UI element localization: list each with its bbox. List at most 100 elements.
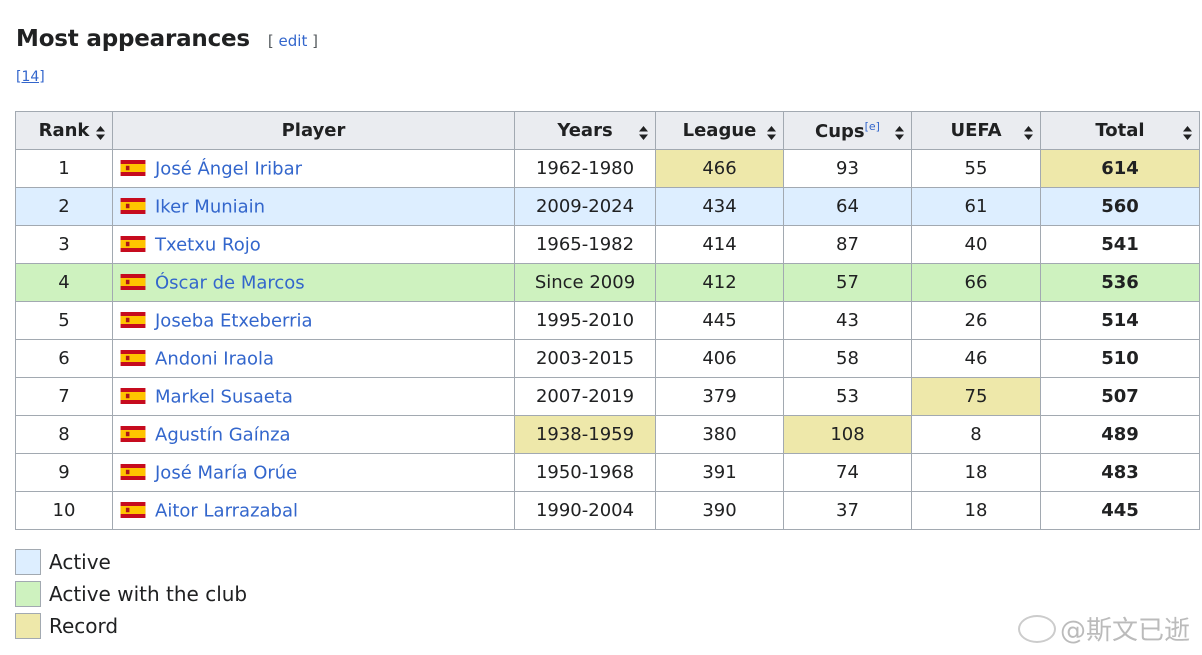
league-cell: 379 (655, 377, 784, 416)
player-link[interactable]: Txetxu Rojo (155, 234, 261, 256)
years-cell: 1990-2004 (514, 491, 656, 530)
player-link[interactable]: Andoni Iraola (155, 348, 275, 370)
edit-section: [ edit ] (267, 32, 318, 50)
table-row: 5 Joseba Etxeberria 1995-2010 445 43 26 514 (15, 301, 1200, 340)
edit-link[interactable]: edit (278, 32, 308, 50)
column-header-years[interactable]: Years (514, 111, 656, 150)
player-link[interactable]: Óscar de Marcos (155, 272, 305, 294)
player-cell: José María Orúe (112, 453, 515, 492)
years-cell: 1950-1968 (514, 453, 656, 492)
league-cell: 466 (655, 149, 784, 188)
total-cell: 514 (1040, 301, 1200, 340)
player-link[interactable]: Aitor Larrazabal (155, 500, 299, 522)
sort-icon[interactable] (1024, 124, 1033, 140)
table-row: 10 Aitor Larrazabal 1990-2004 390 37 18 445 (15, 491, 1200, 530)
player-cell: Óscar de Marcos (112, 263, 515, 302)
player-link[interactable]: Markel Susaeta (155, 386, 293, 408)
rank-cell: 8 (15, 415, 113, 454)
column-header-league[interactable]: League (655, 111, 784, 150)
spain-flag-icon (120, 159, 148, 178)
sort-icon[interactable] (96, 124, 105, 140)
column-header-rank[interactable]: Rank (15, 111, 113, 150)
spain-flag-icon (120, 197, 148, 216)
uefa-cell: 18 (911, 491, 1041, 530)
total-cell: 614 (1040, 149, 1200, 188)
cups-cell: 37 (783, 491, 912, 530)
section-heading: Most appearances [ edit ] (16, 26, 318, 52)
cups-cell: 93 (783, 149, 912, 188)
player-link[interactable]: José María Orúe (155, 462, 298, 484)
rank-cell: 2 (15, 187, 113, 226)
weibo-logo-icon (1017, 614, 1056, 643)
reference-link[interactable]: [14] (16, 69, 45, 85)
player-link[interactable]: Agustín Gaínza (155, 424, 291, 446)
rank-cell: 6 (15, 339, 113, 378)
legend-swatch (15, 613, 41, 639)
cups-cell: 58 (783, 339, 912, 378)
years-cell: 1938-1959 (514, 415, 656, 454)
player-cell: José Ángel Iribar (112, 149, 515, 188)
player-cell: Txetxu Rojo (112, 225, 515, 264)
league-cell: 445 (655, 301, 784, 340)
player-cell: Joseba Etxeberria (112, 301, 515, 340)
total-cell: 536 (1040, 263, 1200, 302)
uefa-cell: 46 (911, 339, 1041, 378)
uefa-cell: 75 (911, 377, 1041, 416)
table-row: 8 Agustín Gaínza 1938-1959 380 108 8 489 (15, 415, 1200, 454)
rank-cell: 9 (15, 453, 113, 492)
uefa-cell: 61 (911, 187, 1041, 226)
legend-item: Active (15, 549, 111, 575)
appearances-table: Rank Player Years League Cups[e] UEFA Total 1 J… (15, 111, 1200, 530)
cups-cell: 87 (783, 225, 912, 264)
spain-flag-icon (120, 463, 148, 482)
table-header-row: Rank Player Years League Cups[e] UEFA Total (15, 111, 1200, 150)
uefa-cell: 40 (911, 225, 1041, 264)
column-header-player[interactable]: Player (112, 111, 515, 150)
total-cell: 483 (1040, 453, 1200, 492)
column-header-total[interactable]: Total (1040, 111, 1200, 150)
column-header-cups[interactable]: Cups[e] (783, 111, 912, 150)
total-cell: 510 (1040, 339, 1200, 378)
sort-icon[interactable] (895, 124, 904, 140)
uefa-cell: 8 (911, 415, 1041, 454)
column-header-uefa[interactable]: UEFA (911, 111, 1041, 150)
total-cell: 489 (1040, 415, 1200, 454)
years-cell: 1995-2010 (514, 301, 656, 340)
table-row: 9 José María Orúe 1950-1968 391 74 18 483 (15, 453, 1200, 492)
cups-cell: 43 (783, 301, 912, 340)
table-row: 4 Óscar de Marcos Since 2009 412 57 66 536 (15, 263, 1200, 302)
spain-flag-icon (120, 273, 148, 292)
table-row: 1 José Ángel Iribar 1962-1980 466 93 55 614 (15, 149, 1200, 188)
table-row: 2 Iker Muniain 2009-2024 434 64 61 560 (15, 187, 1200, 226)
spain-flag-icon (120, 387, 148, 406)
cups-cell: 64 (783, 187, 912, 226)
total-cell: 541 (1040, 225, 1200, 264)
cups-cell: 53 (783, 377, 912, 416)
player-link[interactable]: José Ángel Iribar (155, 158, 303, 180)
legend-item: Record (15, 613, 118, 639)
uefa-cell: 66 (911, 263, 1041, 302)
legend-label: Active with the club (49, 582, 248, 606)
rank-cell: 10 (15, 491, 113, 530)
table-row: 7 Markel Susaeta 2007-2019 379 53 75 507 (15, 377, 1200, 416)
rank-cell: 5 (15, 301, 113, 340)
years-cell: 1962-1980 (514, 149, 656, 188)
footnote-link[interactable]: [e] (864, 119, 880, 133)
player-link[interactable]: Joseba Etxeberria (155, 310, 313, 332)
years-cell: 2007-2019 (514, 377, 656, 416)
sort-icon[interactable] (639, 124, 648, 140)
league-cell: 406 (655, 339, 784, 378)
sort-icon[interactable] (1183, 124, 1192, 140)
rank-cell: 7 (15, 377, 113, 416)
spain-flag-icon (120, 425, 148, 444)
spain-flag-icon (120, 235, 148, 254)
spain-flag-icon (120, 349, 148, 368)
section-title: Most appearances (16, 26, 250, 52)
legend-swatch (15, 581, 41, 607)
player-link[interactable]: Iker Muniain (155, 196, 266, 218)
spain-flag-icon (120, 311, 148, 330)
cups-cell: 57 (783, 263, 912, 302)
league-cell: 391 (655, 453, 784, 492)
years-cell: 1965-1982 (514, 225, 656, 264)
sort-icon[interactable] (767, 124, 776, 140)
